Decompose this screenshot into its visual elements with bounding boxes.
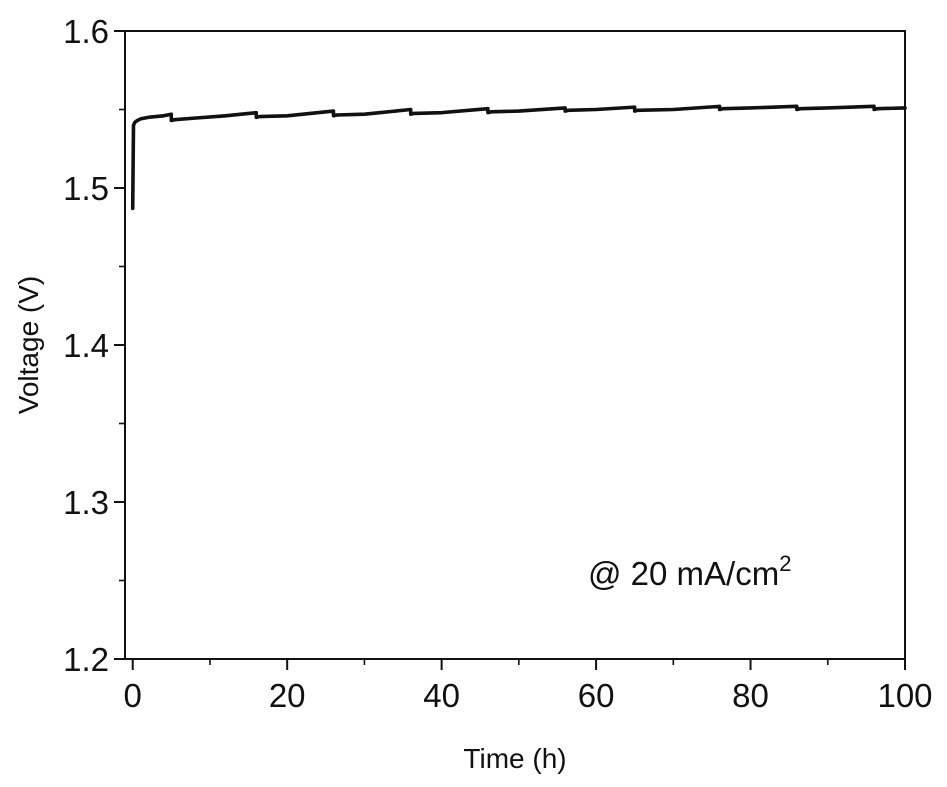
x-tick-label: 20 bbox=[269, 677, 306, 714]
annotation-superscript: 2 bbox=[779, 551, 791, 576]
plot-area-frame bbox=[124, 30, 906, 660]
y-axis-label: Voltage (V) bbox=[13, 276, 44, 415]
x-tick-label: 60 bbox=[578, 677, 615, 714]
x-tick-labels: 0 20 40 60 80 100 bbox=[124, 677, 933, 714]
y-tick-label: 1.6 bbox=[63, 13, 109, 50]
annotation-main-text: @ 20 mA/cm bbox=[588, 555, 779, 592]
x-axis-label: Time (h) bbox=[463, 743, 566, 774]
x-tick-label: 40 bbox=[423, 677, 460, 714]
y-tick-label: 1.5 bbox=[63, 170, 109, 207]
y-tick-label: 1.3 bbox=[63, 484, 109, 521]
x-tick-label: 0 bbox=[124, 677, 142, 714]
y-tick-labels: 1.2 1.3 1.4 1.5 1.6 bbox=[63, 13, 109, 678]
x-tick-label: 100 bbox=[877, 677, 932, 714]
y-tick-label: 1.4 bbox=[63, 327, 109, 364]
major-ticks bbox=[114, 30, 906, 670]
series-line-voltage bbox=[130, 104, 907, 211]
x-tick-label: 80 bbox=[732, 677, 769, 714]
y-tick-label: 1.2 bbox=[63, 641, 109, 678]
current-density-annotation: @ 20 mA/cm2 bbox=[588, 551, 791, 592]
